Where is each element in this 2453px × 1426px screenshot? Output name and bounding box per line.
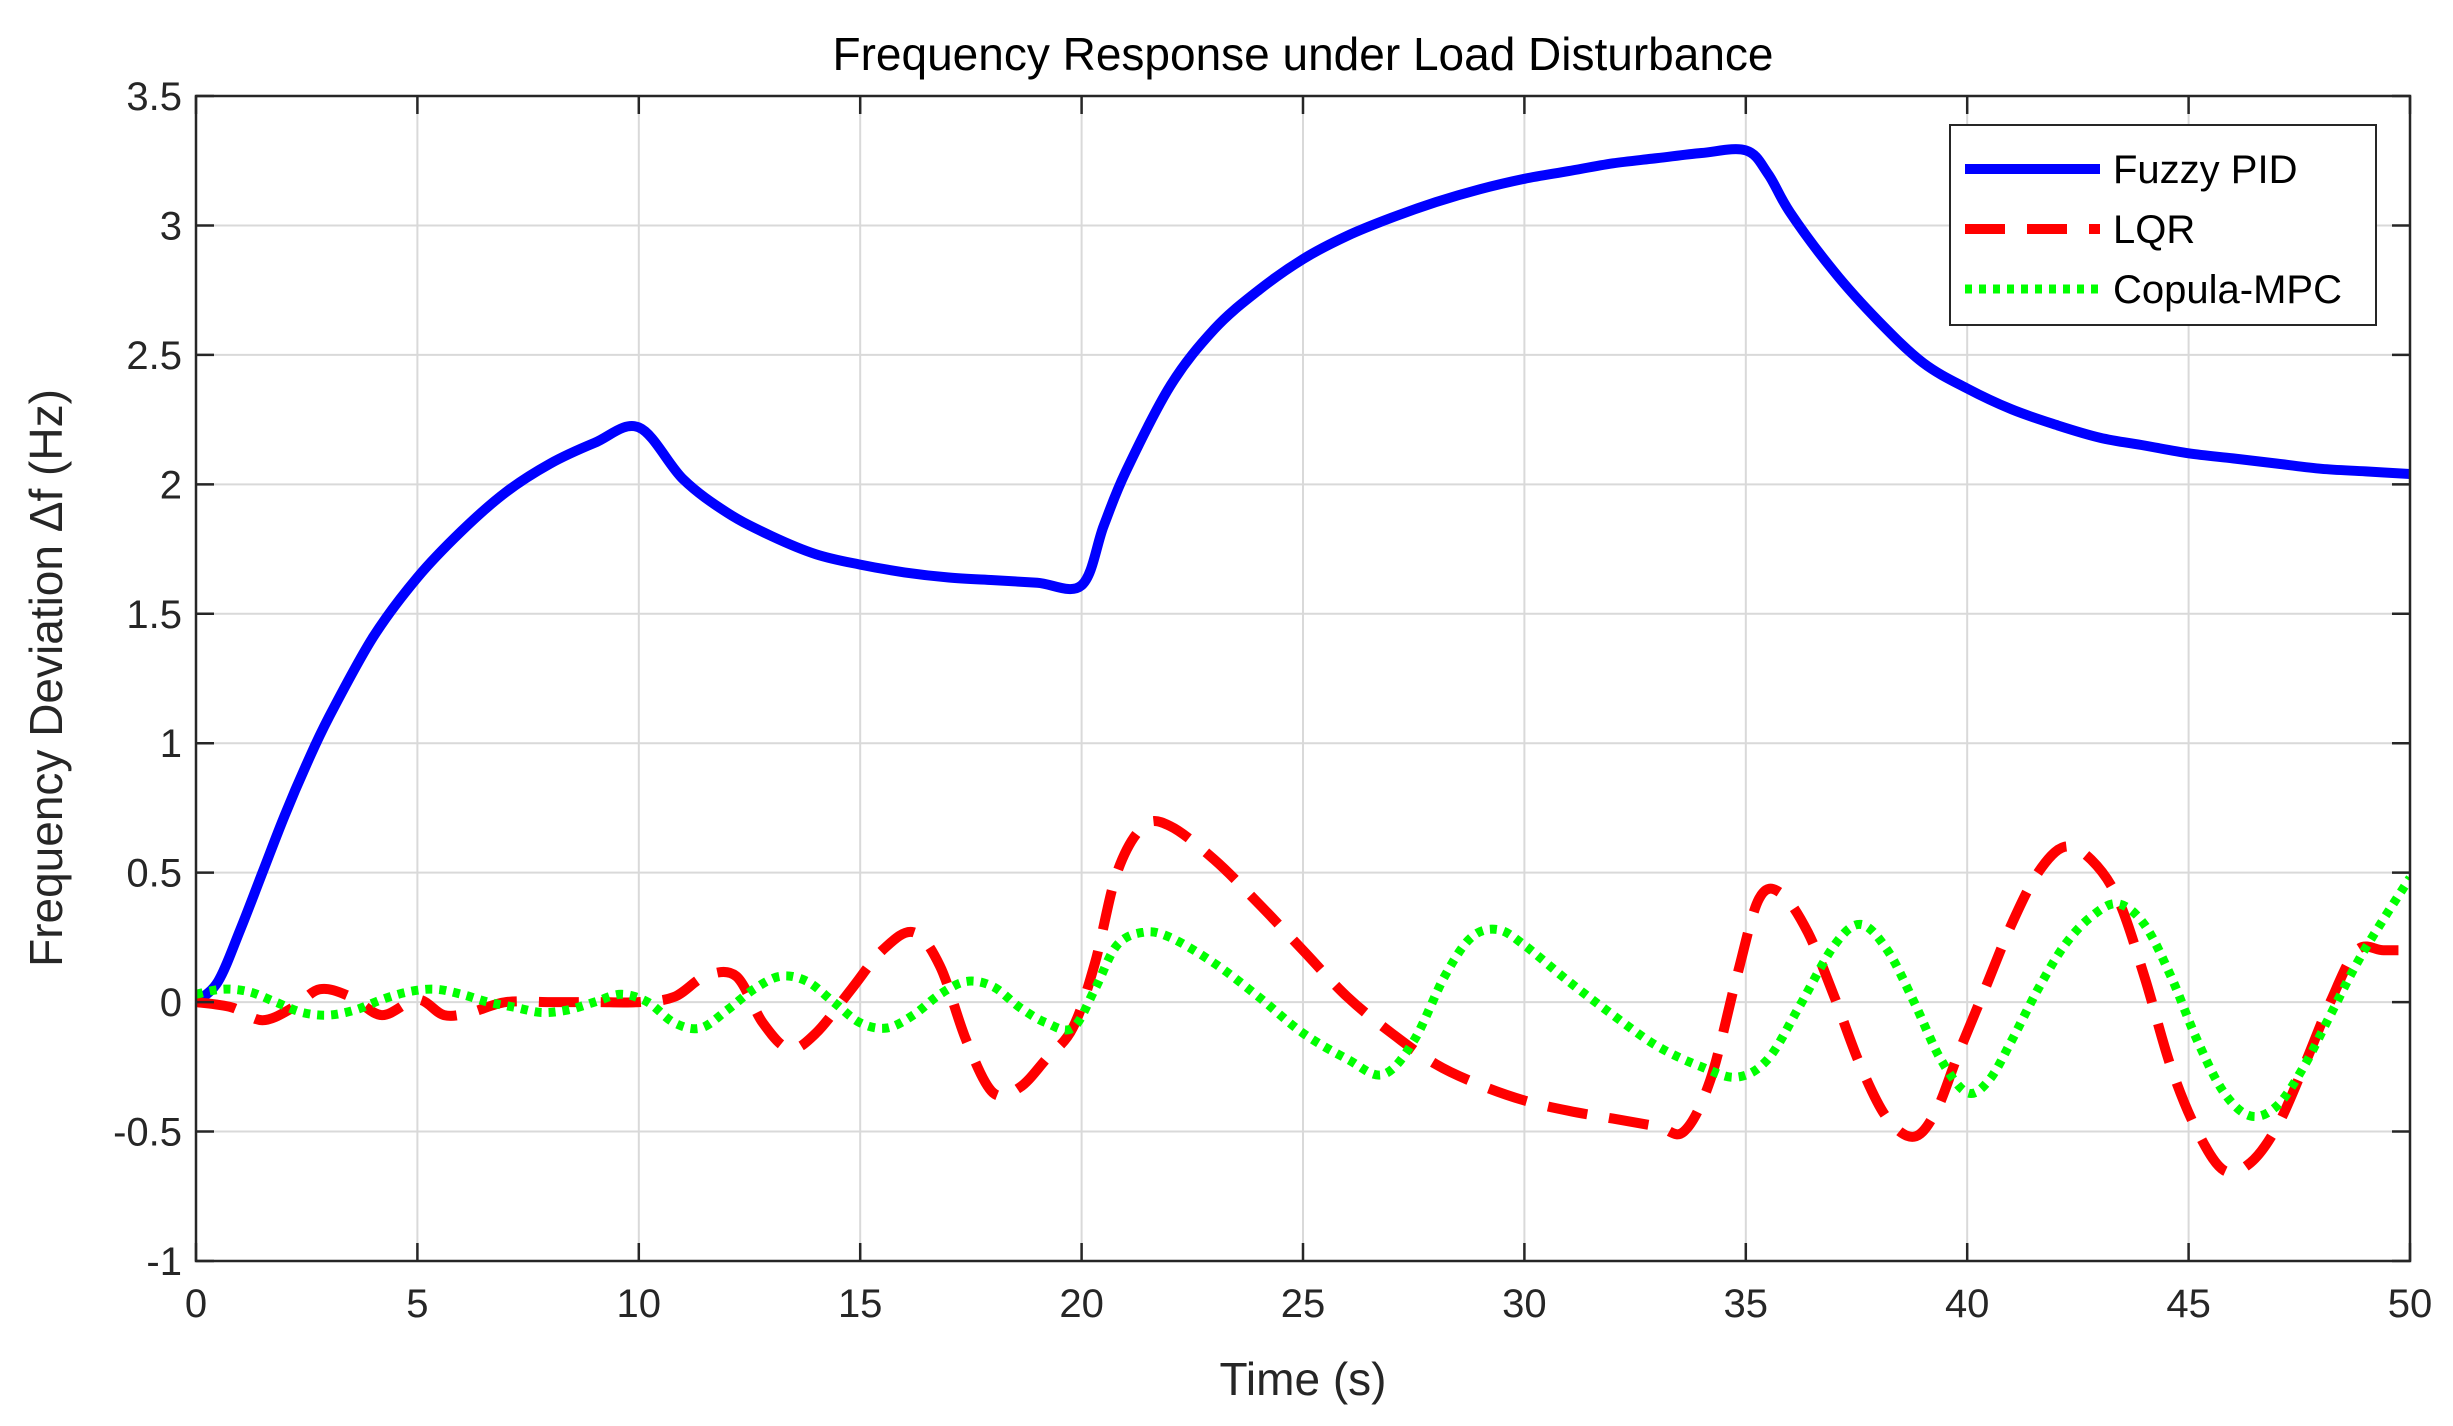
y-tick-label: 0.5 [126,852,182,896]
x-tick-label: 20 [1059,1282,1104,1326]
series-line-fuzzy-pid [196,144,2410,1006]
x-tick-label: 35 [1724,1282,1769,1326]
series-line-copula-mpc [196,875,2410,1122]
x-axis-title: Time (s) [1220,1353,1387,1405]
y-tick-label: 3.5 [126,75,182,119]
x-tick-label: 50 [2388,1282,2433,1326]
y-tick-label: 2 [160,463,182,507]
x-tick-label: 30 [1502,1282,1547,1326]
chart-title: Frequency Response under Load Disturbanc… [832,28,1773,80]
legend: Fuzzy PID LQR Copula-MPC [1949,124,2377,326]
y-axis-title: Frequency Deviation Δf (Hz) [20,389,72,967]
series-group [196,144,2410,1178]
x-tick-label: 40 [1945,1282,1990,1326]
y-tick-label: 1.5 [126,593,182,637]
legend-label-copula-mpc: Copula-MPC [2113,268,2342,312]
x-tick-label: 5 [406,1282,428,1326]
x-tick-label: 45 [2166,1282,2211,1326]
y-tick-label: 1 [160,722,182,766]
series-line-lqr [196,816,2410,1178]
y-tick-label: 3 [160,204,182,248]
x-tick-label: 0 [185,1282,207,1326]
legend-label-fuzzy-pid: Fuzzy PID [2113,148,2297,192]
y-tick-label: 0 [160,981,182,1025]
y-tick-label: -0.5 [113,1111,182,1155]
legend-label-lqr: LQR [2113,208,2195,252]
y-tick-label: -1 [146,1240,182,1284]
y-tick-label: 2.5 [126,334,182,378]
ticks: 0 5 10 15 20 25 30 35 40 45 50 -1 -0.5 0 0.5 1 1.5 2 2.5 3 3… [113,75,2432,1326]
x-tick-label: 10 [617,1282,662,1326]
x-tick-label: 15 [838,1282,883,1326]
x-tick-label: 25 [1281,1282,1326,1326]
